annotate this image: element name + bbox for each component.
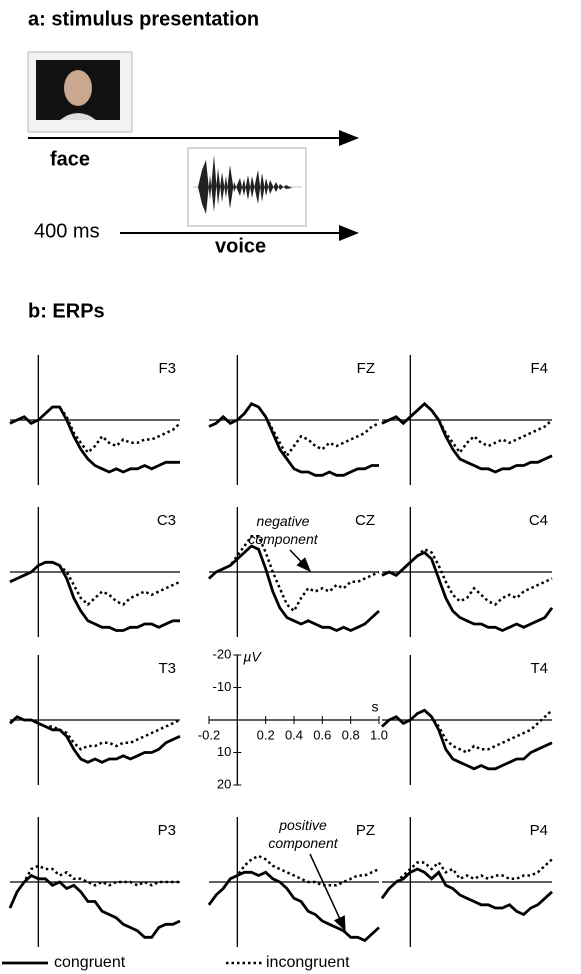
- panel-label: PZ: [356, 822, 375, 839]
- erp-line: [9, 405, 180, 474]
- panel-label: F4: [530, 360, 548, 377]
- voice-waveform: [187, 147, 307, 227]
- panel-label: P3: [158, 822, 176, 839]
- legend-label: incongruent: [266, 954, 350, 971]
- erp-line: [9, 405, 181, 455]
- panel-label: F3: [158, 360, 176, 377]
- erp-line: [208, 402, 380, 459]
- x-tick-label: 0.4: [285, 727, 303, 742]
- x-tick-label: 1.0: [370, 727, 388, 742]
- x-axis-label: s: [372, 699, 379, 715]
- panel-label: FZ: [357, 360, 375, 377]
- y-tick-label: -20: [213, 646, 232, 661]
- erp-line: [9, 715, 181, 751]
- annotation: positive component: [268, 817, 338, 851]
- x-tick-label: -0.2: [198, 727, 220, 742]
- erp-line: [9, 715, 181, 764]
- erp-line: [381, 550, 554, 633]
- annotation: negative component: [248, 513, 318, 547]
- annotation-arrow: [289, 549, 312, 573]
- section-b-title: b: ERPs: [28, 300, 105, 322]
- face-label: face: [50, 148, 90, 170]
- erp-line: [380, 867, 553, 917]
- erp-line: [381, 708, 553, 771]
- erp-line: [8, 864, 180, 909]
- section-a-title: a: stimulus presentation: [28, 8, 259, 30]
- panel-label: T3: [158, 660, 176, 677]
- x-tick-label: 0.8: [342, 727, 360, 742]
- erp-line: [381, 402, 553, 455]
- legend-label: congruent: [54, 954, 126, 971]
- erp-line: [208, 544, 380, 633]
- erp-line: [381, 708, 553, 754]
- erp-line: [8, 873, 181, 939]
- panel-label: C3: [157, 512, 176, 529]
- voice-label: voice: [215, 235, 266, 257]
- delay-label: 400 ms: [34, 220, 100, 242]
- erp-line: [9, 560, 180, 632]
- annotation-arrow: [309, 853, 346, 932]
- y-axis-label: µV: [243, 649, 262, 665]
- erp-line: [9, 561, 181, 607]
- erp-line: [207, 870, 380, 943]
- x-tick-label: 0.2: [257, 727, 275, 742]
- panel-label: C4: [529, 512, 548, 529]
- x-tick-label: 0.6: [313, 727, 331, 742]
- erp-line: [380, 858, 553, 900]
- panel-label: P4: [530, 822, 548, 839]
- erp-line: [207, 854, 380, 906]
- erp-line: [381, 547, 553, 606]
- erp-line: [381, 401, 553, 474]
- y-tick-label: -10: [213, 679, 232, 694]
- y-tick-label: 20: [217, 776, 231, 791]
- face-photo: [27, 51, 133, 133]
- panel-label: CZ: [355, 512, 375, 529]
- panel-label: T4: [530, 660, 548, 677]
- y-tick-label: 10: [217, 744, 231, 759]
